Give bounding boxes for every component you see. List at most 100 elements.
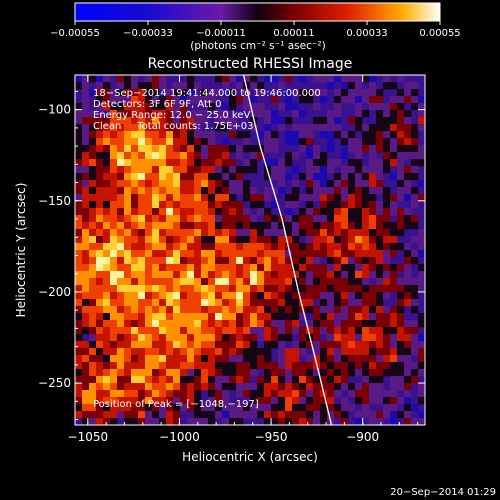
heatmap-cell — [166, 341, 174, 349]
heatmap-cell — [236, 145, 244, 153]
heatmap-cell — [159, 166, 167, 174]
heatmap-cell — [257, 257, 265, 265]
heatmap-cell — [75, 187, 83, 195]
heatmap-cell — [145, 131, 153, 139]
heatmap-cell — [131, 152, 139, 160]
heatmap-cell — [341, 355, 349, 363]
heatmap-cell — [397, 152, 405, 160]
heatmap-cell — [110, 215, 118, 223]
heatmap-cell — [404, 362, 412, 370]
heatmap-cell — [82, 159, 90, 167]
heatmap-cell — [292, 390, 300, 398]
heatmap-cell — [341, 348, 349, 356]
heatmap-cell — [166, 390, 174, 398]
heatmap-cell — [110, 166, 118, 174]
heatmap-cell — [201, 215, 209, 223]
heatmap-cell — [166, 369, 174, 377]
heatmap-cell — [180, 341, 188, 349]
heatmap-cell — [145, 341, 153, 349]
heatmap-cell — [404, 292, 412, 300]
heatmap-cell — [306, 418, 314, 425]
heatmap-cell — [397, 103, 405, 111]
heatmap-cell — [278, 320, 286, 328]
heatmap-cell — [271, 271, 279, 279]
heatmap-cell — [180, 117, 188, 125]
heatmap-cell — [383, 138, 391, 146]
heatmap-cell — [103, 264, 111, 272]
heatmap-cell — [264, 131, 272, 139]
heatmap-cell — [75, 313, 83, 321]
heatmap-cell — [334, 124, 342, 132]
heatmap-cell — [250, 285, 258, 293]
heatmap-cell — [187, 215, 195, 223]
heatmap-cell — [215, 327, 223, 335]
heatmap-cell — [117, 341, 125, 349]
heatmap-cell — [243, 306, 251, 314]
heatmap-cell — [201, 355, 209, 363]
heatmap-cell — [320, 404, 328, 412]
heatmap-cell — [285, 131, 293, 139]
heatmap-cell — [250, 278, 258, 286]
heatmap-cell — [229, 145, 237, 153]
heatmap-cell — [411, 96, 419, 104]
heatmap-cell — [215, 89, 223, 97]
heatmap-cell — [82, 397, 90, 405]
heatmap-cell — [222, 110, 230, 118]
heatmap-cell — [173, 376, 181, 384]
heatmap-cell — [390, 229, 398, 237]
heatmap-cell — [229, 376, 237, 384]
heatmap-cell — [166, 257, 174, 265]
heatmap-cell — [292, 187, 300, 195]
heatmap-cell — [411, 222, 419, 230]
heatmap-cell — [89, 166, 97, 174]
heatmap-cell — [222, 124, 230, 132]
heatmap-cell — [194, 201, 202, 209]
heatmap-cell — [222, 201, 230, 209]
heatmap-cell — [383, 397, 391, 405]
heatmap-cell — [110, 145, 118, 153]
heatmap-cell — [257, 229, 265, 237]
heatmap-cell — [89, 201, 97, 209]
heatmap-cell — [82, 285, 90, 293]
heatmap-cell — [285, 397, 293, 405]
heatmap-cell — [327, 110, 335, 118]
heatmap-cell — [131, 397, 139, 405]
heatmap-cell — [411, 103, 419, 111]
heatmap-cell — [131, 411, 139, 419]
heatmap-cell — [110, 180, 118, 188]
heatmap-cell — [334, 180, 342, 188]
heatmap-cell — [411, 334, 419, 342]
heatmap-cell — [208, 138, 216, 146]
heatmap-cell — [306, 355, 314, 363]
heatmap-cell — [404, 285, 412, 293]
heatmap-cell — [208, 236, 216, 244]
heatmap-cell — [376, 117, 384, 125]
heatmap-cell — [103, 166, 111, 174]
heatmap-cell — [348, 257, 356, 265]
heatmap-cell — [334, 250, 342, 258]
heatmap-cell — [257, 110, 265, 118]
heatmap-cell — [397, 124, 405, 132]
heatmap-cell — [306, 411, 314, 419]
heatmap-cell — [355, 236, 363, 244]
heatmap-cell — [264, 75, 272, 83]
heatmap-cell — [145, 208, 153, 216]
heatmap-cell — [348, 215, 356, 223]
heatmap-cell — [313, 320, 321, 328]
heatmap-cell — [292, 292, 300, 300]
heatmap-cell — [243, 362, 251, 370]
heatmap-cell — [110, 110, 118, 118]
heatmap-cell — [236, 278, 244, 286]
heatmap-cell — [271, 110, 279, 118]
heatmap-cell — [215, 124, 223, 132]
heatmap-cell — [383, 75, 391, 83]
heatmap-cell — [313, 411, 321, 419]
heatmap-cell — [166, 271, 174, 279]
heatmap-cell — [383, 292, 391, 300]
heatmap-cell — [159, 369, 167, 377]
heatmap-cell — [376, 411, 384, 419]
heatmap-cell — [341, 236, 349, 244]
heatmap-cell — [159, 257, 167, 265]
heatmap-cell — [201, 250, 209, 258]
heatmap-cell — [348, 208, 356, 216]
